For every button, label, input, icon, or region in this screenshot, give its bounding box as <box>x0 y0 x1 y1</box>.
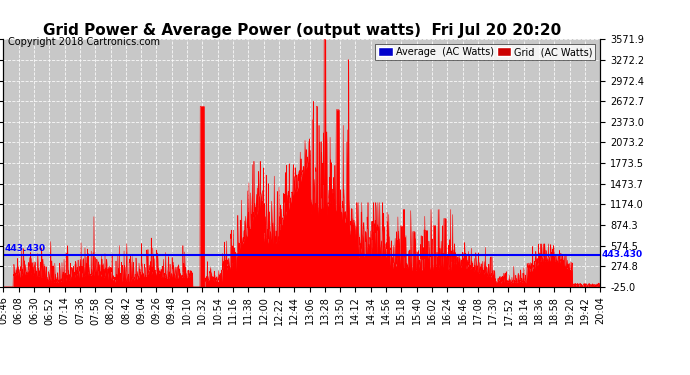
Text: Copyright 2018 Cartronics.com: Copyright 2018 Cartronics.com <box>8 37 160 47</box>
Text: 443.430: 443.430 <box>4 244 46 253</box>
Text: 443.430: 443.430 <box>602 250 642 259</box>
Title: Grid Power & Average Power (output watts)  Fri Jul 20 20:20: Grid Power & Average Power (output watts… <box>43 23 561 38</box>
Legend: Average  (AC Watts), Grid  (AC Watts): Average (AC Watts), Grid (AC Watts) <box>375 44 595 60</box>
